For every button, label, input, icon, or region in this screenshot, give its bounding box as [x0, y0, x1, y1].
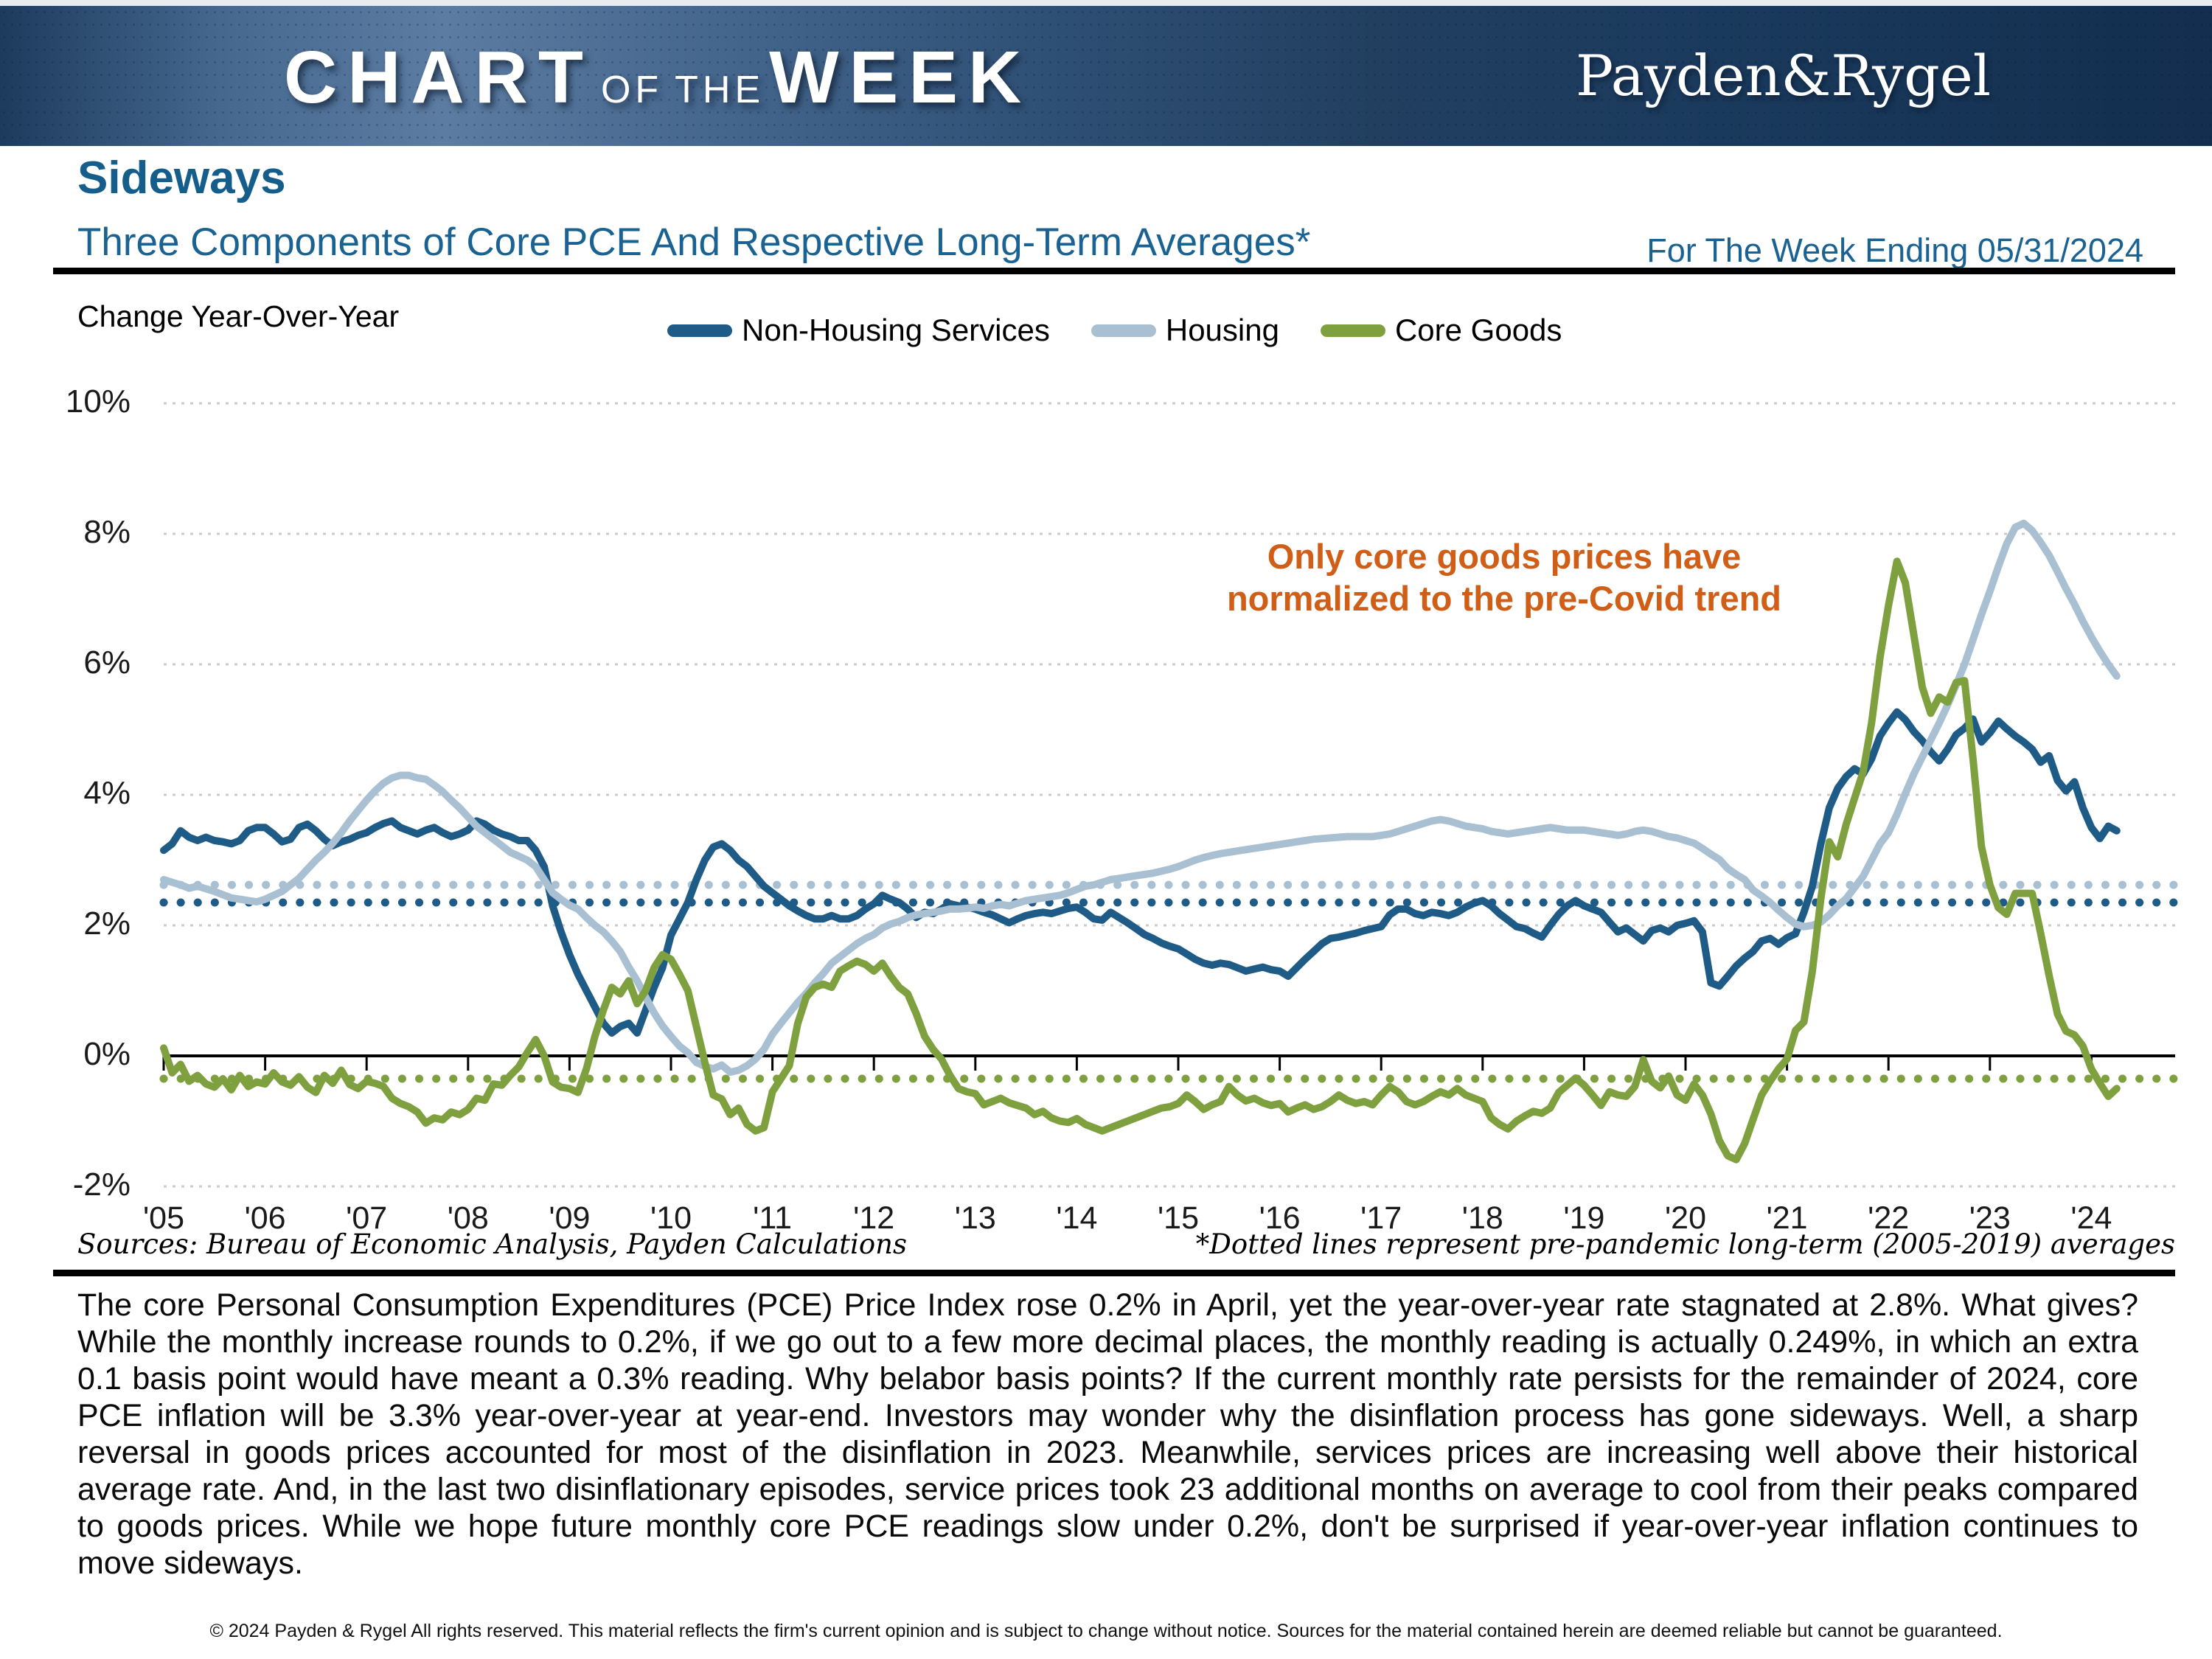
copyright-disclaimer: © 2024 Payden & Rygel All rights reserve…	[209, 1621, 2003, 1641]
dotted-lines-footnote: *Dotted lines represent pre-pandemic lon…	[1195, 1228, 2175, 1260]
y-axis-label-6pct: 6%	[83, 644, 131, 681]
top-edge-strip	[0, 0, 2212, 6]
x-axis-label-16: '16	[1259, 1200, 1301, 1236]
week-ending-label: For The Week Ending 05/31/2024	[1646, 232, 2143, 269]
x-axis-label-08: '08	[447, 1200, 489, 1236]
x-axis-label-17: '17	[1360, 1200, 1402, 1236]
legend-swatch-non-housing-services	[667, 324, 732, 337]
x-axis-label-12: '12	[853, 1200, 895, 1236]
annotation-line-1: Only core goods prices have	[1267, 537, 1742, 576]
x-axis-label-09: '09	[549, 1200, 591, 1236]
x-axis-label-14: '14	[1056, 1200, 1098, 1236]
series-line-non-housing-services	[160, 708, 2121, 1037]
y-axis-title: Change Year-Over-Year	[77, 299, 400, 333]
x-axis-label-21: '21	[1766, 1200, 1808, 1236]
wordmark-week: WEEK	[769, 36, 1032, 119]
x-axis-label-20: '20	[1664, 1200, 1707, 1236]
x-axis-label-19: '19	[1563, 1200, 1605, 1236]
page-title: Sideways	[77, 153, 286, 204]
x-axis-label-23: '23	[1969, 1200, 2011, 1236]
chart-subtitle: Three Components of Core PCE And Respect…	[77, 220, 1311, 264]
x-axis-label-24: '24	[2070, 1200, 2112, 1236]
legend-item-core-goods: Core Goods	[1320, 313, 1562, 348]
x-axis-label-05: '05	[142, 1200, 185, 1236]
chart-legend: Non-Housing Services Housing Core Goods	[667, 313, 1603, 348]
x-axis-label-10: '10	[650, 1200, 692, 1236]
annotation-line-2: normalized to the pre-Covid trend	[1226, 579, 1782, 618]
legend-item-housing: Housing	[1091, 313, 1279, 348]
x-axis-label-15: '15	[1157, 1200, 1200, 1236]
legend-label: Housing	[1165, 313, 1279, 347]
x-axis-label-18: '18	[1461, 1200, 1503, 1236]
y-axis-label-2pct: 2%	[83, 905, 131, 942]
wordmark-chart: CHART	[284, 36, 594, 119]
legend-item-non-housing-services: Non-Housing Services	[667, 313, 1050, 348]
legend-label: Core Goods	[1394, 313, 1562, 347]
header-banner: CHART OF THE WEEK Payden&Rygel	[0, 6, 2212, 146]
wordmark-of: OF	[600, 69, 664, 111]
legend-label: Non-Housing Services	[742, 313, 1050, 347]
legend-swatch-core-goods	[1320, 324, 1385, 337]
legend-swatch-housing	[1091, 324, 1156, 337]
y-axis-label-0pct: 0%	[83, 1036, 131, 1072]
series-line-housing	[160, 519, 2121, 1077]
chart-annotation: Only core goods prices have normalized t…	[1220, 535, 1788, 619]
title-divider-rule	[53, 268, 2175, 274]
body-divider-rule	[53, 1270, 2175, 1276]
y-axis-label-10pct: 10%	[65, 383, 131, 420]
wordmark-the: THE	[675, 69, 765, 111]
y-axis-label-8pct: 8%	[83, 514, 131, 550]
x-axis-label-22: '22	[1868, 1200, 1910, 1236]
x-axis-label-06: '06	[244, 1200, 286, 1236]
commentary-paragraph: The core Personal Consumption Expenditur…	[77, 1287, 2138, 1581]
x-axis-label-07: '07	[346, 1200, 388, 1236]
series-line-core-goods	[160, 557, 2121, 1164]
payden-rygel-logo: Payden&Rygel	[1576, 43, 1991, 108]
sources-note: Sources: Bureau of Economic Analysis, Pa…	[77, 1228, 907, 1260]
x-axis-label-13: '13	[954, 1200, 996, 1236]
y-axis-label-4pct: 4%	[83, 775, 131, 811]
x-axis-label-11: '11	[753, 1200, 793, 1236]
y-axis-label--2pct: -2%	[72, 1166, 131, 1203]
chart-of-the-week-wordmark: CHART OF THE WEEK	[284, 22, 1032, 133]
